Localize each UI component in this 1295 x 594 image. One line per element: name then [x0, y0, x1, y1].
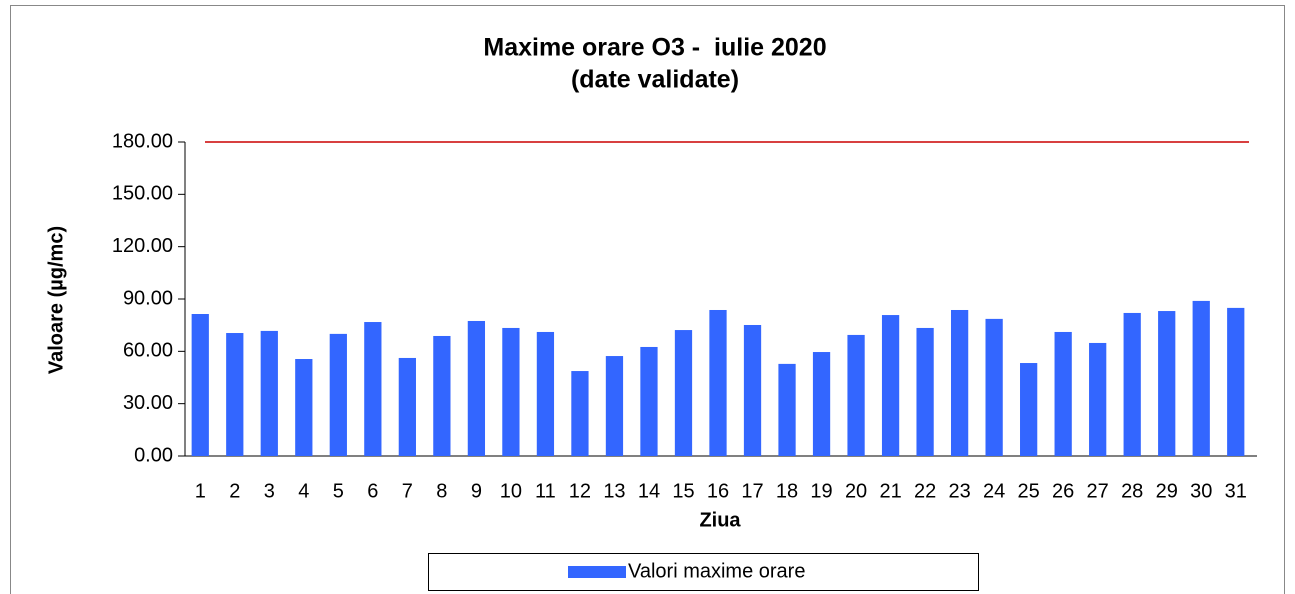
x-tick-label: 10 — [500, 480, 522, 502]
bar — [778, 363, 796, 456]
x-tick-label: 6 — [367, 480, 378, 502]
bar — [502, 327, 520, 456]
x-tick-label: 15 — [672, 480, 694, 502]
x-tick-label: 8 — [436, 480, 447, 502]
y-tick-label: 0.00 — [134, 444, 173, 466]
bar — [881, 315, 900, 456]
x-tick-label: 11 — [535, 480, 556, 502]
bar — [812, 352, 831, 456]
chart-subtitle: (date validate) — [571, 66, 739, 94]
bar — [295, 359, 313, 456]
bar — [536, 331, 555, 456]
chart-border — [10, 5, 1285, 594]
x-tick-label: 30 — [1190, 480, 1212, 502]
x-axis-label: Ziua — [699, 509, 741, 531]
bar — [709, 309, 727, 456]
y-tick-label: 150.00 — [112, 183, 173, 205]
x-tick-label: 17 — [741, 480, 763, 502]
x-tick-label: 21 — [879, 480, 901, 502]
x-tick-label: 25 — [1018, 480, 1040, 502]
bar — [950, 309, 969, 456]
legend-swatch — [568, 566, 626, 578]
bar — [260, 330, 278, 456]
x-tick-label: 5 — [333, 480, 344, 502]
bar — [364, 322, 382, 456]
y-axis-label: Valoare (µg/mc) — [45, 226, 67, 374]
x-tick-label: 7 — [402, 480, 413, 502]
bar — [605, 356, 624, 456]
bar — [640, 346, 658, 456]
y-tick-label: 180.00 — [112, 130, 173, 152]
x-tick-label: 26 — [1052, 480, 1074, 502]
x-tick-label: 31 — [1225, 480, 1247, 502]
chart-title: Maxime orare O3 - iulie 2020 — [483, 34, 826, 62]
bar — [1158, 311, 1176, 456]
bar — [571, 371, 589, 456]
x-tick-label: 14 — [638, 480, 660, 502]
bar — [1020, 363, 1038, 456]
legend-label: Valori maxime orare — [628, 560, 805, 582]
bar — [1089, 342, 1107, 456]
bar — [226, 333, 244, 456]
x-tick-label: 1 — [195, 480, 206, 502]
bar — [1227, 307, 1245, 456]
x-tick-label: 16 — [707, 480, 729, 502]
y-tick-label: 120.00 — [112, 235, 173, 257]
x-tick-label: 22 — [914, 480, 936, 502]
bar — [433, 335, 451, 456]
x-tick-label: 13 — [603, 480, 625, 502]
x-tick-label: 9 — [471, 480, 482, 502]
bar — [916, 327, 934, 456]
bar — [1192, 300, 1210, 456]
bar — [674, 330, 693, 456]
x-tick-label: 24 — [983, 480, 1005, 502]
bar — [743, 324, 762, 456]
bar — [1054, 331, 1072, 456]
x-tick-label: 2 — [229, 480, 240, 502]
x-tick-label: 28 — [1121, 480, 1143, 502]
x-tick-label: 29 — [1156, 480, 1178, 502]
x-tick-label: 19 — [810, 480, 832, 502]
x-tick-label: 23 — [948, 480, 970, 502]
y-tick-label: 60.00 — [123, 340, 173, 362]
bar — [847, 334, 865, 456]
x-tick-label: 18 — [776, 480, 798, 502]
x-tick-label: 4 — [298, 480, 309, 502]
bar — [329, 333, 347, 456]
x-tick-label: 12 — [569, 480, 591, 502]
y-tick-label: 30.00 — [123, 392, 173, 414]
x-tick-label: 27 — [1087, 480, 1109, 502]
x-tick-label: 3 — [264, 480, 275, 502]
bar — [467, 320, 486, 456]
x-tick-label: 20 — [845, 480, 867, 502]
legend-box — [428, 553, 979, 591]
bar — [1123, 312, 1141, 456]
bar — [398, 357, 416, 456]
y-tick-label: 90.00 — [123, 287, 173, 309]
bar — [191, 314, 209, 456]
bar — [985, 318, 1003, 456]
